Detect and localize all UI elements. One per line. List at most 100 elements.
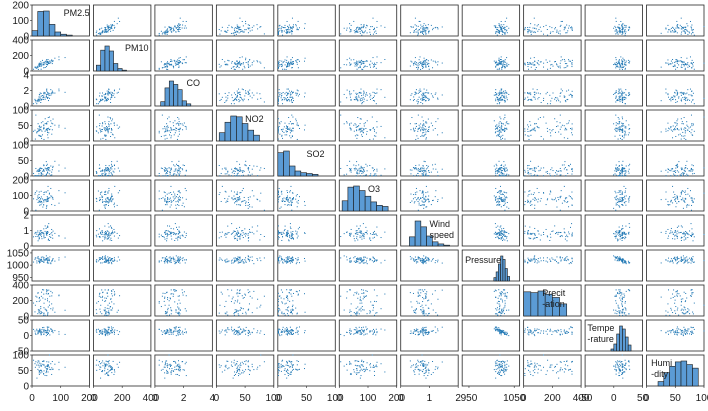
point-r2-c5-10 [360, 97, 362, 99]
point-r6-c0-32 [38, 232, 40, 234]
point-r1-c2-23 [161, 67, 163, 69]
point-r4-c9-20 [622, 168, 624, 170]
point-r1-c7-47 [504, 59, 506, 61]
point-r6-c5-36 [349, 232, 351, 234]
point-r5-c3-7 [221, 185, 223, 187]
point-r1-c6-19 [426, 59, 428, 61]
point-r1-c4-21 [285, 61, 287, 63]
point-r6-c8-33 [534, 233, 536, 235]
point-r3-c1-47 [113, 124, 115, 126]
point-r6-c0-14 [39, 232, 41, 234]
point-r0-c7-11 [499, 26, 501, 28]
point-r0-c8-19 [568, 27, 570, 29]
point-r3-c1-46 [107, 130, 109, 132]
point-r4-c6-48 [424, 170, 426, 172]
point-r4-c6-27 [409, 169, 411, 171]
point-r6-c8-9 [543, 233, 545, 235]
point-r5-c0-61 [47, 200, 49, 202]
point-r3-c5-10 [360, 130, 362, 132]
point-r6-c8-32 [555, 232, 557, 234]
point-r3-c8-28 [529, 130, 531, 132]
point-r1-c4-15 [287, 63, 289, 65]
point-r1-c4-25 [282, 62, 284, 64]
point-r6-c10-19 [675, 231, 677, 233]
point-r0-c9-27 [617, 32, 619, 34]
hist-bar-1-5 [117, 68, 123, 72]
point-r2-c8-1 [568, 94, 570, 96]
point-r4-c6-57 [422, 175, 424, 177]
point-r6-c1-68 [100, 231, 102, 233]
point-r3-c10-31 [682, 131, 684, 133]
point-r5-c4-25 [282, 199, 284, 201]
point-r6-c9-36 [622, 232, 624, 234]
point-r6-c7-10 [504, 230, 506, 232]
point-r0-c5-64 [357, 31, 359, 33]
hist-bar-1-1 [100, 49, 106, 72]
point-r5-c9-44 [624, 198, 626, 200]
point-r5-c7-28 [498, 202, 500, 204]
point-r0-c10-58 [665, 27, 667, 29]
point-r6-c8-52 [538, 233, 540, 235]
point-r1-c9-23 [615, 67, 617, 69]
point-r6-c8-3 [552, 230, 554, 232]
point-r5-c2-10 [168, 198, 170, 200]
point-r4-c1-7 [114, 168, 116, 170]
point-r5-c3-46 [233, 191, 235, 193]
point-r1-c0-45 [50, 62, 52, 64]
point-r3-c7-5 [502, 129, 504, 131]
point-r0-c9-46 [619, 28, 621, 30]
point-r2-c9-43 [621, 102, 623, 104]
point-r3-c1-32 [106, 126, 108, 128]
point-r6-c5-39 [358, 228, 360, 230]
point-r2-c4-13 [287, 92, 289, 94]
point-r5-c4-68 [277, 192, 279, 194]
point-r3-c5-46 [374, 130, 376, 132]
point-r3-c0-62 [38, 125, 40, 127]
point-r5-c6-20 [432, 199, 434, 201]
point-r4-c5-56 [360, 165, 362, 167]
point-r2-c1-26 [103, 94, 105, 96]
point-r3-c8-47 [561, 124, 563, 126]
point-r4-c1-29 [107, 168, 109, 170]
point-r6-c10-5 [680, 239, 682, 241]
point-r1-c3-31 [231, 60, 233, 62]
point-r5-c9-30 [619, 206, 621, 208]
point-r1-c6-60 [424, 60, 426, 62]
point-r4-c2-67 [182, 169, 184, 171]
point-r3-c4-23 [291, 114, 293, 116]
point-r4-c3-53 [248, 167, 250, 169]
point-r3-c10-5 [680, 129, 682, 131]
point-r3-c9-52 [624, 127, 626, 129]
point-r5-c9-57 [624, 190, 626, 192]
point-r1-c2-0 [162, 67, 164, 69]
point-r6-c4-36 [304, 232, 306, 234]
point-r0-c5-48 [361, 29, 363, 31]
point-r2-c6-36 [423, 92, 425, 94]
point-r1-c6-28 [413, 62, 415, 64]
point-r0-c8-2 [534, 24, 536, 26]
point-r3-c4-50 [285, 130, 287, 132]
point-r1-c2-49 [178, 60, 180, 62]
point-r4-c8-22 [527, 170, 529, 172]
point-r6-c7-65 [497, 236, 499, 238]
point-r2-c8-47 [561, 90, 563, 92]
point-r1-c9-66 [625, 64, 627, 66]
point-r1-c10-57 [684, 67, 686, 69]
point-r4-c5-59 [349, 168, 351, 170]
point-r3-c9-25 [628, 128, 630, 130]
point-r0-c8-56 [537, 24, 539, 26]
point-r6-c2-44 [158, 236, 160, 238]
point-r5-c0-7 [47, 185, 49, 187]
point-r6-c3-8 [241, 230, 243, 232]
point-r4-c0-10 [47, 167, 49, 169]
point-r0-c7-56 [503, 24, 505, 26]
point-r5-c4-43 [291, 198, 293, 200]
point-r1-c10-54 [683, 65, 685, 67]
point-r0-c1-26 [103, 31, 105, 33]
point-r2-c6-19 [426, 89, 428, 91]
point-r3-c10-58 [665, 128, 667, 130]
point-r3-c1-69 [105, 138, 107, 140]
point-r4-c8-0 [565, 175, 567, 177]
